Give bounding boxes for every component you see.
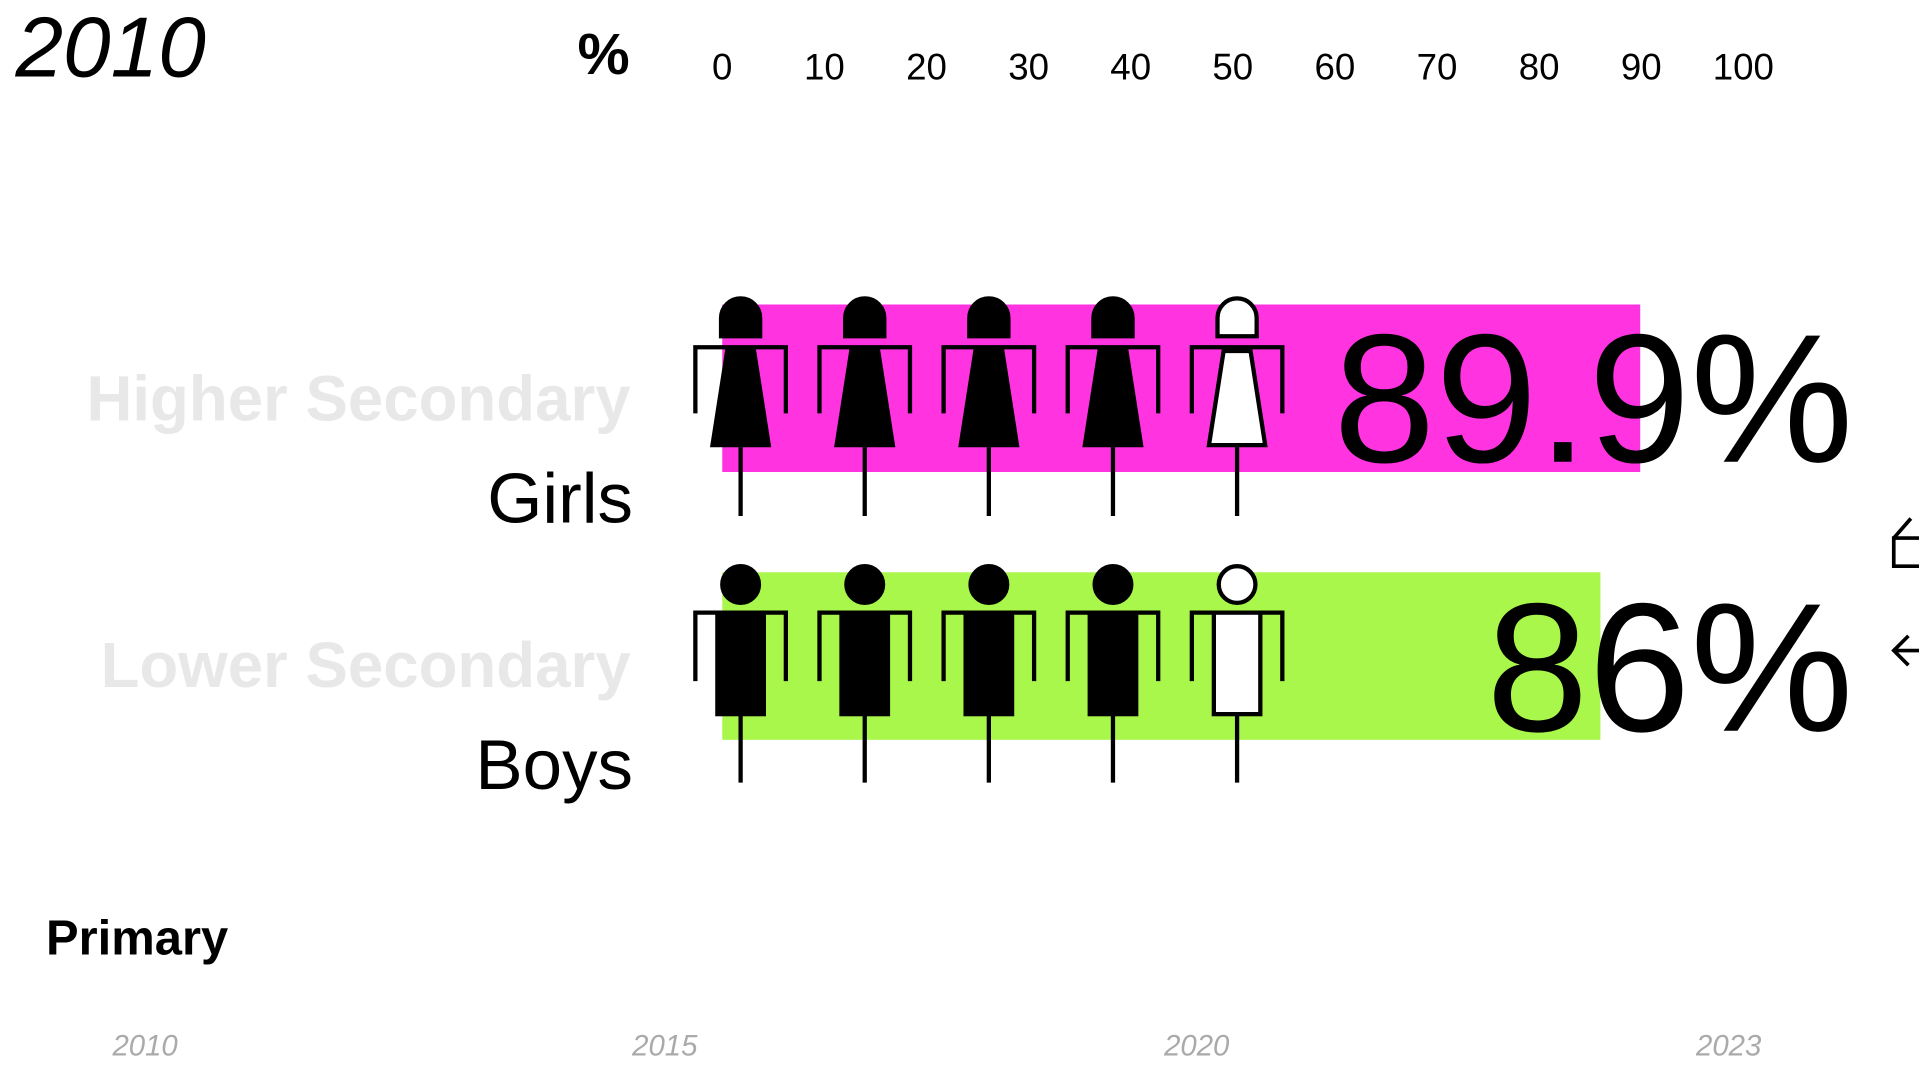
category-label: Girls (487, 460, 633, 539)
icon-arms (941, 345, 1037, 414)
icon-head (718, 296, 763, 339)
timeline-year[interactable]: 2015 (631, 1030, 698, 1063)
icon-dress (1082, 348, 1144, 448)
icon-body (715, 610, 766, 717)
level-option[interactable]: Primary (46, 912, 228, 966)
timeline-year[interactable]: 2020 (1163, 1030, 1230, 1063)
boy-icon (693, 564, 788, 783)
year-title: 2010 (14, 0, 205, 95)
icon-head (843, 296, 887, 339)
boy-icon (1189, 564, 1285, 783)
icon-head (1216, 564, 1258, 606)
x-tick-label: 80 (1519, 46, 1560, 87)
icon-arms (1189, 345, 1285, 414)
x-tick-label: 40 (1110, 46, 1151, 87)
back-icon[interactable] (1891, 634, 1919, 667)
girl-icon (817, 296, 913, 517)
icon-head (1215, 296, 1259, 339)
x-tick-label: 20 (906, 46, 947, 87)
icon-dress (1206, 348, 1268, 448)
x-tick-label: 50 (1212, 46, 1253, 87)
girl-icon (693, 296, 788, 517)
timeline-year[interactable]: 2023 (1695, 1030, 1762, 1063)
girl-icon (1189, 296, 1285, 517)
icon-head (844, 564, 886, 606)
x-tick-label: 100 (1713, 46, 1774, 87)
level-option[interactable]: Higher Secondary (86, 363, 631, 434)
icon-body (1087, 610, 1139, 717)
icon-arms (693, 345, 788, 414)
timeline-year[interactable]: 2010 (111, 1030, 178, 1063)
boy-icon (817, 564, 913, 783)
x-tick-label: 60 (1315, 46, 1356, 87)
icon-head (967, 296, 1011, 339)
icon-dress (958, 348, 1020, 448)
icon-body (1211, 610, 1263, 717)
boy-icon (941, 564, 1037, 783)
icon-head (968, 564, 1010, 606)
home-icon[interactable] (1891, 517, 1919, 569)
x-tick-label: 10 (804, 46, 845, 87)
icon-dress (834, 348, 896, 448)
icon-arms (817, 345, 913, 414)
icon-dress (709, 348, 772, 448)
category-label: Boys (475, 726, 633, 805)
unit-label: % (578, 22, 630, 87)
value-label: 86% (1486, 565, 1853, 770)
icon-arms (1065, 345, 1161, 414)
level-option[interactable]: Lower Secondary (101, 630, 632, 701)
icon-head (1091, 296, 1135, 339)
girl-icon (1065, 296, 1161, 517)
x-tick-label: 30 (1008, 46, 1049, 87)
boy-icon (1065, 564, 1161, 783)
x-tick-label: 0 (712, 46, 732, 87)
icon-body (839, 610, 891, 717)
nav-icons[interactable] (1891, 517, 1919, 667)
icon-head (1092, 564, 1134, 606)
icon-head (720, 564, 762, 606)
x-tick-label: 90 (1621, 46, 1662, 87)
icon-body (963, 610, 1015, 717)
girl-icon (941, 296, 1037, 517)
x-tick-label: 70 (1417, 46, 1458, 87)
value-label: 89.9% (1333, 296, 1853, 501)
